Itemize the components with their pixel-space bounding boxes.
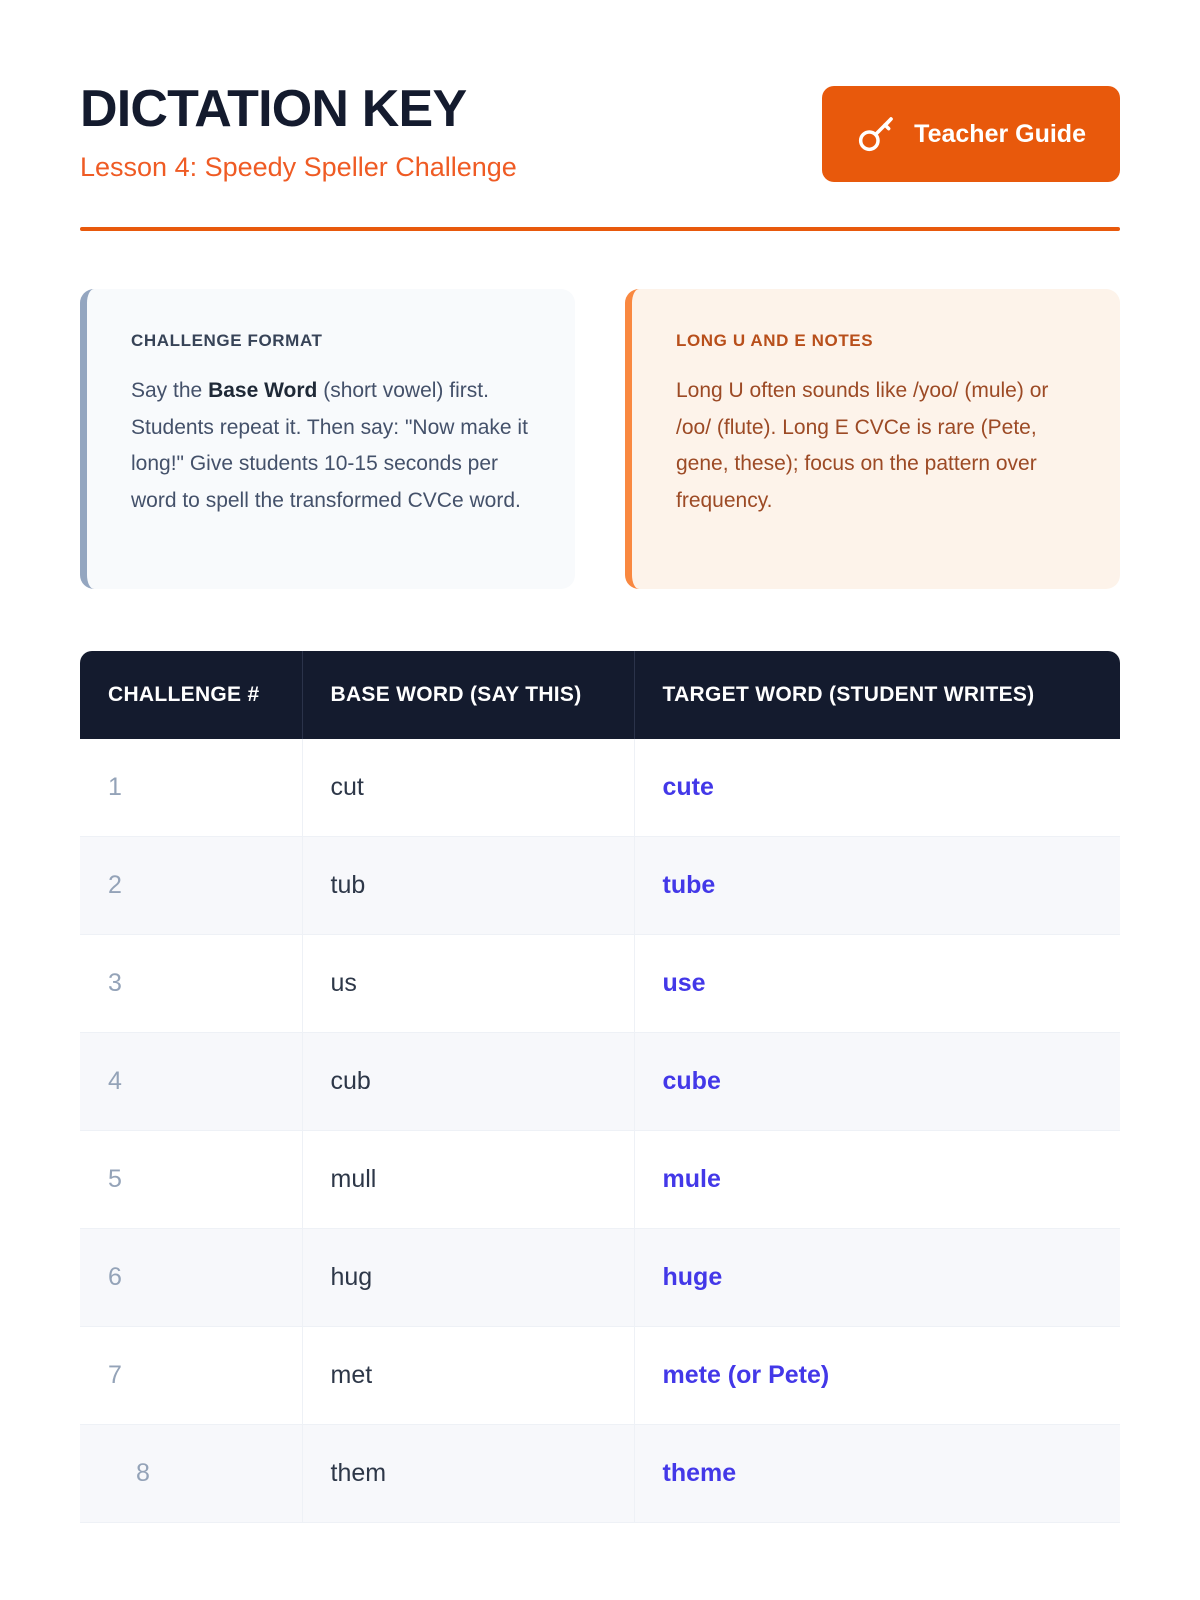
long-u-e-notes-body: Long U often sounds like /yoo/ (mule) or… — [676, 378, 1049, 513]
column-header-base-word: BASE WORD (SAY THIS) — [302, 650, 635, 740]
table-row: 3 us use — [80, 934, 1120, 1034]
cell-base-word: tub — [302, 836, 635, 936]
cell-challenge-number: 1 — [80, 739, 303, 838]
table-row: 2 tub tube — [80, 836, 1120, 936]
cell-base-word: cut — [302, 739, 635, 838]
table-header-row: CHALLENGE # BASE WORD (SAY THIS) TARGET … — [80, 650, 1120, 740]
cell-target-word: mete (or Pete) — [634, 1326, 1120, 1426]
column-header-challenge-number: CHALLENGE # — [80, 650, 303, 740]
page-header: DICTATION KEY Lesson 4: Speedy Speller C… — [80, 0, 1120, 183]
cell-target-word: mule — [634, 1130, 1120, 1230]
challenge-format-card: CHALLENGE FORMAT Say the Base Word (shor… — [80, 288, 575, 589]
cell-base-word: cub — [302, 1032, 635, 1132]
challenge-format-body: Say the Base Word (short vowel) first. S… — [131, 373, 533, 520]
challenge-format-kicker: CHALLENGE FORMAT — [131, 330, 323, 350]
cell-target-word: theme — [634, 1424, 1120, 1524]
cell-base-word: us — [302, 934, 635, 1034]
table-row: 5 mull mule — [80, 1130, 1120, 1230]
table-row: 8 them theme — [80, 1424, 1120, 1524]
cell-target-word: huge — [634, 1228, 1120, 1328]
cell-challenge-number: 3 — [80, 934, 303, 1034]
table-body: 1 cut cute 2 tub tube 3 us use 4 cub — [80, 739, 1120, 1524]
cell-base-word: hug — [302, 1228, 635, 1328]
table-row: 7 met mete (or Pete) — [80, 1326, 1120, 1426]
cell-challenge-number: 5 — [80, 1130, 303, 1230]
cell-target-word: cube — [634, 1032, 1120, 1132]
table-row: 1 cut cute — [80, 739, 1120, 838]
long-u-e-notes-card: LONG U AND E NOTES Long U often sounds l… — [625, 288, 1120, 589]
table-row: 6 hug huge — [80, 1228, 1120, 1328]
page-subtitle: Lesson 4: Speedy Speller Challenge — [80, 151, 517, 182]
info-cards: CHALLENGE FORMAT Say the Base Word (shor… — [80, 288, 1120, 589]
cell-target-word: cute — [634, 739, 1120, 838]
cell-challenge-number: 8 — [80, 1424, 303, 1524]
long-u-e-notes-kicker: LONG U AND E NOTES — [676, 330, 874, 350]
cell-challenge-number: 2 — [80, 836, 303, 936]
header-divider — [80, 226, 1120, 231]
table-head: CHALLENGE # BASE WORD (SAY THIS) TARGET … — [80, 650, 1120, 740]
table-row: 4 cub cube — [80, 1032, 1120, 1132]
cell-challenge-number: 7 — [80, 1326, 303, 1426]
cell-base-word: met — [302, 1326, 635, 1426]
challenge-format-body-prefix: Say the — [131, 378, 209, 402]
base-word-emphasis: Base Word — [208, 378, 318, 402]
cell-challenge-number: 4 — [80, 1032, 303, 1132]
page-title: DICTATION KEY — [80, 80, 467, 138]
cell-base-word: mull — [302, 1130, 635, 1230]
cell-target-word: tube — [634, 836, 1120, 936]
title-block: DICTATION KEY Lesson 4: Speedy Speller C… — [80, 78, 517, 183]
teacher-guide-button[interactable]: Teacher Guide — [822, 86, 1120, 182]
cell-challenge-number: 6 — [80, 1228, 303, 1328]
cell-base-word: them — [302, 1424, 635, 1524]
teacher-guide-label: Teacher Guide — [914, 119, 1086, 148]
key-icon — [856, 114, 896, 154]
challenge-format-body-suffix: (short vowel) first. Students repeat it.… — [131, 378, 528, 513]
dictation-table: CHALLENGE # BASE WORD (SAY THIS) TARGET … — [80, 650, 1120, 1524]
cell-target-word: use — [634, 934, 1120, 1034]
dictation-table-wrapper: CHALLENGE # BASE WORD (SAY THIS) TARGET … — [80, 650, 1120, 1524]
column-header-target-word: TARGET WORD (STUDENT WRITES) — [634, 650, 1120, 740]
